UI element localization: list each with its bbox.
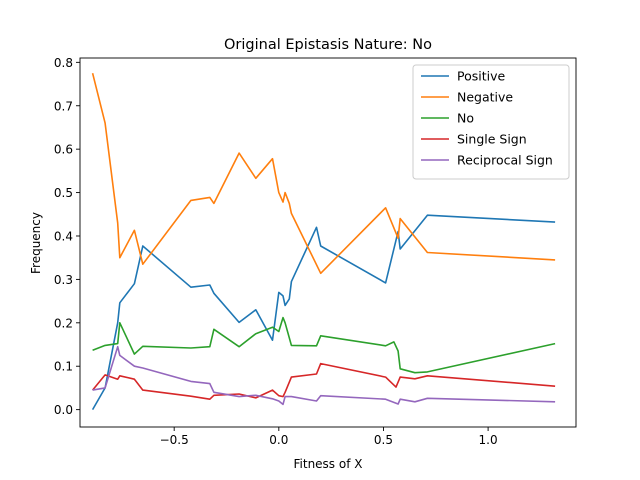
plot-frame (79, 57, 577, 428)
y-tick-label: 0.2 (54, 316, 73, 330)
series-line-reciprocal-sign (92, 345, 556, 406)
y-tick-label: 0.3 (54, 273, 73, 287)
y-tick-label: 0.4 (54, 229, 73, 243)
y-tick-label: 0.8 (54, 56, 73, 70)
y-tick-label: 0.0 (54, 403, 73, 417)
y-tick-label: 0.5 (54, 186, 73, 200)
x-axis: −0.5 0.0 0.5 1.0 (160, 427, 498, 447)
y-axis: 0.0 0.1 0.2 0.3 0.4 0.5 0.6 0.7 0.8 (54, 56, 80, 417)
legend: Positive Negative No Single Sign Reciprocal … (412, 64, 570, 180)
legend-label: Negative (457, 90, 513, 105)
series-line-positive (91, 214, 556, 410)
series-layer (91, 73, 556, 410)
x-tick-label: 0.0 (269, 433, 288, 447)
series-line-no (92, 316, 556, 374)
y-tick-label: 0.1 (54, 360, 73, 374)
series-line-single-sign (91, 362, 556, 401)
x-tick-label: 1.0 (479, 433, 498, 447)
legend-label: Positive (457, 69, 505, 84)
legend-label: No (457, 111, 474, 126)
y-tick-label: 0.6 (54, 143, 73, 157)
y-axis-label: Frequency (29, 212, 43, 274)
legend-box (412, 64, 570, 180)
y-tick-label: 0.7 (54, 99, 73, 113)
legend-label: Single Sign (457, 132, 527, 147)
chart-title: Original Epistasis Nature: No (224, 37, 432, 53)
x-tick-label: 0.5 (374, 433, 393, 447)
x-tick-label: −0.5 (160, 433, 189, 447)
x-axis-label: Fitness of X (294, 457, 363, 471)
series-line-negative (91, 73, 556, 275)
legend-label: Reciprocal Sign (457, 153, 553, 168)
